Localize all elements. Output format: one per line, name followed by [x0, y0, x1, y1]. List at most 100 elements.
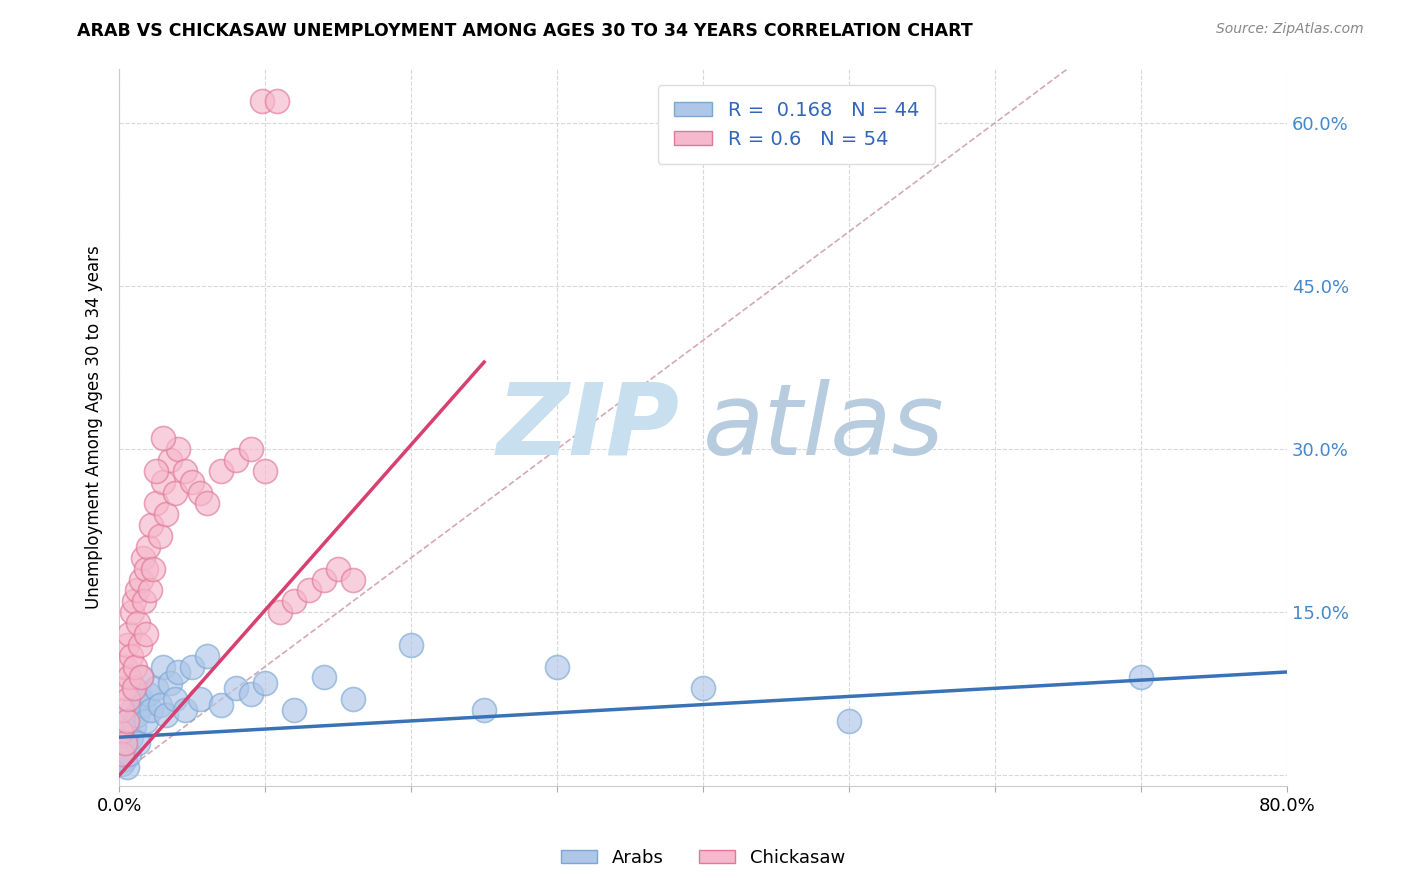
Point: [181, 475, 204, 489]
Point: [111, 703, 134, 717]
Point: [115, 759, 138, 773]
Point: [135, 714, 157, 728]
Point: [114, 736, 136, 750]
Point: [131, 550, 153, 565]
Point: [399, 638, 422, 652]
Point: [121, 703, 143, 717]
Point: [111, 747, 134, 761]
Point: [188, 485, 211, 500]
Point: [145, 496, 167, 510]
Point: [152, 475, 174, 489]
Point: [122, 594, 145, 608]
Point: [155, 708, 177, 723]
Text: ARAB VS CHICKASAW UNEMPLOYMENT AMONG AGES 30 TO 34 YEARS CORRELATION CHART: ARAB VS CHICKASAW UNEMPLOYMENT AMONG AGE…: [77, 22, 973, 40]
Point: [174, 464, 197, 478]
Point: [472, 703, 495, 717]
Point: [112, 681, 135, 696]
Point: [120, 648, 142, 663]
Point: [122, 719, 145, 733]
Point: [129, 692, 152, 706]
Point: [132, 594, 155, 608]
Point: [145, 464, 167, 478]
Point: [118, 670, 141, 684]
Point: [225, 453, 247, 467]
Point: [239, 687, 262, 701]
Point: [181, 659, 204, 673]
Point: [254, 464, 277, 478]
Point: [225, 681, 247, 696]
Point: [124, 659, 146, 673]
Point: [118, 627, 141, 641]
Text: Source: ZipAtlas.com: Source: ZipAtlas.com: [1216, 22, 1364, 37]
Point: [195, 496, 218, 510]
Point: [239, 442, 262, 456]
Point: [129, 670, 152, 684]
Point: [118, 747, 141, 761]
Point: [117, 724, 139, 739]
Y-axis label: Unemployment Among Ages 30 to 34 years: Unemployment Among Ages 30 to 34 years: [86, 245, 103, 609]
Point: [155, 508, 177, 522]
Point: [117, 692, 139, 706]
Point: [838, 714, 860, 728]
Point: [342, 573, 364, 587]
Point: [298, 583, 321, 598]
Point: [692, 681, 714, 696]
Point: [125, 708, 148, 723]
Point: [138, 687, 160, 701]
Point: [111, 757, 134, 772]
Point: [342, 692, 364, 706]
Point: [142, 562, 165, 576]
Point: [120, 730, 142, 744]
Point: [152, 659, 174, 673]
Text: ZIP: ZIP: [496, 379, 679, 475]
Point: [312, 573, 335, 587]
Point: [139, 583, 162, 598]
Point: [283, 594, 305, 608]
Point: [174, 703, 197, 717]
Point: [115, 638, 138, 652]
Point: [152, 431, 174, 445]
Point: [163, 692, 186, 706]
Point: [135, 562, 157, 576]
Point: [209, 464, 232, 478]
Point: [266, 94, 288, 108]
Point: [115, 714, 138, 728]
Point: [141, 518, 163, 533]
Point: [135, 627, 157, 641]
Point: [110, 724, 132, 739]
Point: [159, 453, 181, 467]
Point: [328, 562, 350, 576]
Point: [125, 583, 148, 598]
Point: [269, 605, 291, 619]
Point: [195, 648, 218, 663]
Point: [312, 670, 335, 684]
Point: [131, 698, 153, 712]
Point: [127, 615, 149, 630]
Point: [127, 736, 149, 750]
Point: [163, 485, 186, 500]
Point: [159, 676, 181, 690]
Point: [114, 752, 136, 766]
Point: [209, 698, 232, 712]
Point: [121, 605, 143, 619]
Point: [166, 442, 188, 456]
Point: [129, 573, 152, 587]
Point: [122, 681, 145, 696]
Point: [145, 681, 167, 696]
Point: [252, 94, 274, 108]
Point: [1129, 670, 1152, 684]
Point: [115, 714, 138, 728]
Point: [149, 698, 172, 712]
Point: [188, 692, 211, 706]
Point: [110, 736, 132, 750]
Legend: R =  0.168   N = 44, R = 0.6   N = 54: R = 0.168 N = 44, R = 0.6 N = 54: [658, 86, 935, 164]
Point: [283, 703, 305, 717]
Point: [149, 529, 172, 543]
Text: atlas: atlas: [703, 379, 945, 475]
Point: [141, 703, 163, 717]
Point: [114, 659, 136, 673]
Point: [112, 741, 135, 756]
Point: [128, 638, 150, 652]
Point: [129, 670, 152, 684]
Point: [138, 540, 160, 554]
